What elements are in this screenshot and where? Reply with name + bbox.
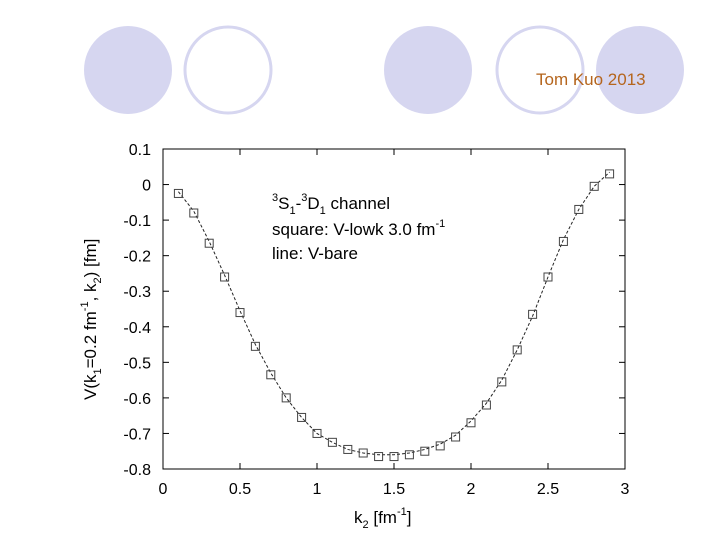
y-tick-label: -0.7 [123, 426, 151, 443]
plot-frame [162, 148, 626, 470]
data-point-v-lowk [404, 450, 414, 460]
decor-circle-outline [495, 25, 585, 115]
series-group [173, 169, 615, 462]
data-point-v-lowk [220, 272, 230, 282]
data-point-v-lowk [343, 444, 353, 454]
data-point-v-lowk [204, 238, 214, 248]
series-line-v-bare [178, 171, 610, 456]
decor-circle-filled [84, 26, 172, 114]
data-point-v-lowk [173, 188, 183, 198]
x-tick-label: 2 [467, 481, 476, 498]
data-point-v-lowk [435, 441, 445, 451]
y-tick-label: -0.6 [123, 391, 151, 408]
author-label: Tom Kuo 2013 [536, 70, 646, 89]
data-point-v-lowk [389, 452, 399, 462]
legend-line: line: V-bare [272, 244, 358, 263]
data-point-v-lowk [605, 169, 615, 179]
data-point-v-lowk [250, 341, 260, 351]
data-point-v-lowk [528, 309, 538, 319]
y-tick-labels: 0.1 0 -0.1 -0.2 -0.3 -0.4 -0.5 -0.6 -0.7 -0.8 [123, 142, 151, 479]
y-tick-label: -0.8 [123, 462, 151, 479]
y-axis-label: V(k1=0.2 fm-1, k2) [fm] [79, 239, 104, 400]
data-point-v-lowk [512, 345, 522, 355]
data-point-v-lowk [466, 418, 476, 428]
data-point-v-lowk [574, 204, 584, 214]
x-tick-label: 2.5 [537, 481, 559, 498]
data-point-v-lowk [312, 428, 322, 438]
legend-square: square: V-lowk 3.0 fm-1 [272, 218, 445, 239]
data-point-v-lowk [189, 208, 199, 218]
data-point-v-lowk [451, 432, 461, 442]
data-point-v-lowk [589, 181, 599, 191]
y-tick-label: -0.2 [123, 249, 151, 266]
data-point-v-lowk [358, 448, 368, 458]
data-point-v-lowk [497, 377, 507, 387]
decor-circle-filled [596, 26, 684, 114]
data-point-v-lowk [297, 412, 307, 422]
y-tick-label: 0.1 [129, 142, 151, 159]
data-point-v-lowk [281, 393, 291, 403]
data-point-v-lowk [481, 400, 491, 410]
data-point-v-lowk [543, 272, 553, 282]
slide-header-decoration [84, 25, 684, 115]
decor-circle-filled [384, 26, 472, 114]
y-tick-label: -0.4 [123, 320, 151, 337]
data-point-v-lowk [374, 452, 384, 462]
legend-channel: 3S1-3D1 channel [272, 192, 390, 217]
decor-circle-outline [183, 25, 273, 115]
data-point-v-lowk [235, 308, 245, 318]
x-tick-label: 1.5 [383, 481, 405, 498]
x-tick-label: 1 [313, 481, 322, 498]
data-point-v-lowk [558, 236, 568, 246]
x-tick-labels: 0 0.5 1 1.5 2 2.5 3 [159, 481, 630, 498]
x-axis-label: k2 [fm-1] [354, 506, 411, 531]
data-point-v-lowk [266, 370, 276, 380]
y-tick-label: 0 [142, 178, 151, 195]
data-point-v-lowk [327, 437, 337, 447]
y-tick-label: -0.3 [123, 284, 151, 301]
y-tick-label: -0.1 [123, 213, 151, 230]
data-point-v-lowk [420, 446, 430, 456]
x-tick-label: 0 [159, 481, 168, 498]
x-tick-label: 0.5 [229, 481, 251, 498]
y-tick-label: -0.5 [123, 355, 151, 372]
axis-ticks [162, 148, 626, 470]
x-tick-label: 3 [621, 481, 630, 498]
